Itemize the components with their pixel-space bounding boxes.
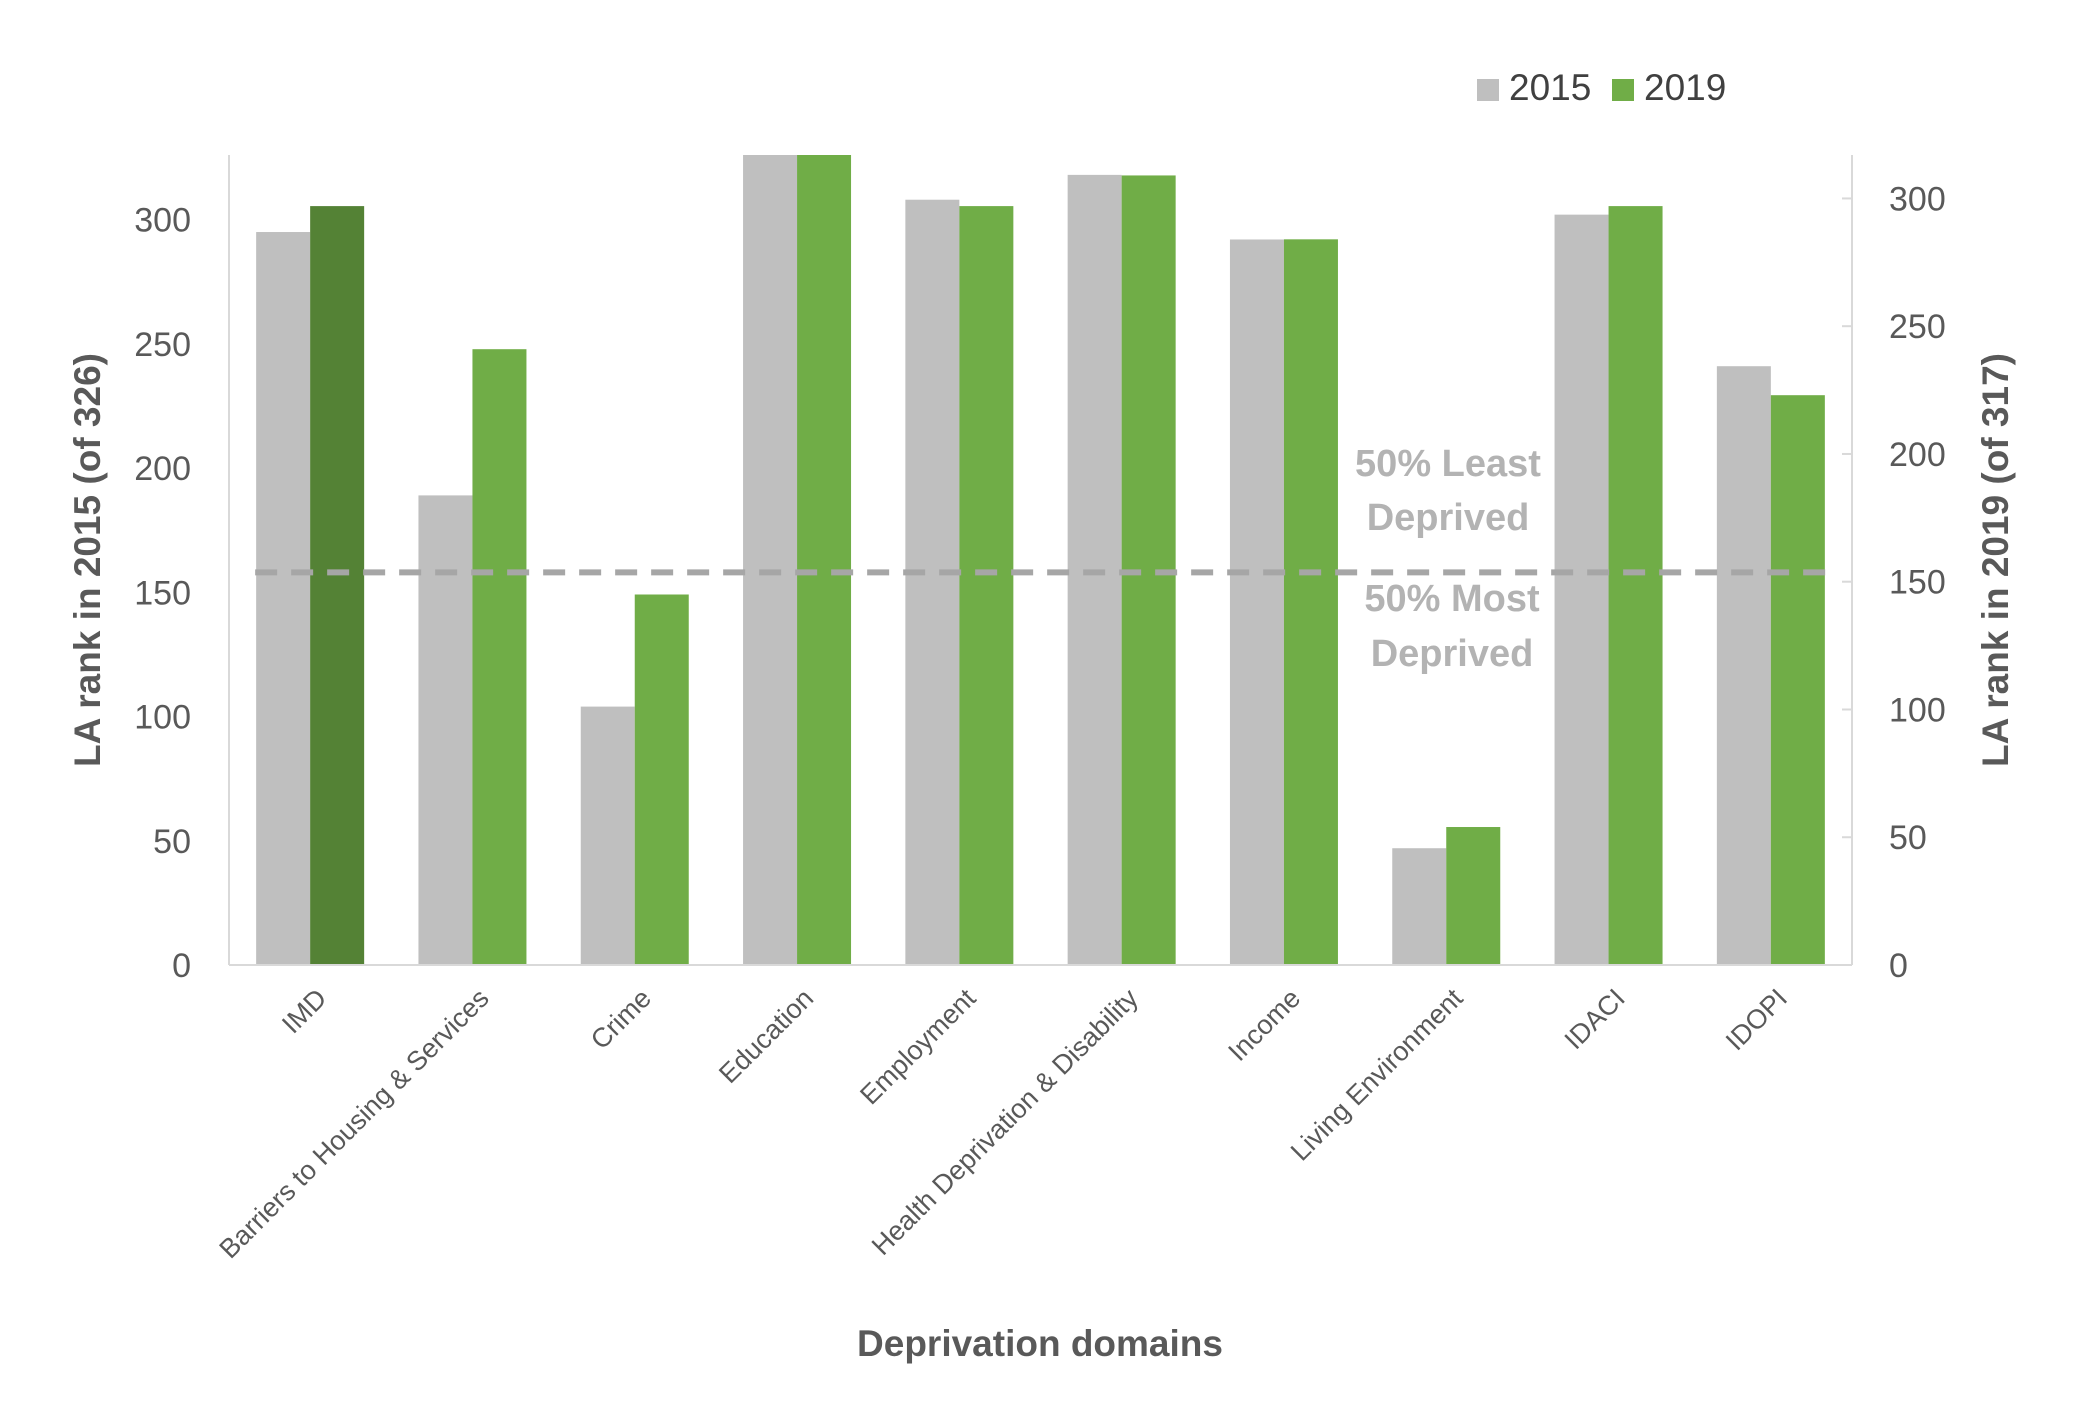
bar-2019-8 <box>1608 206 1663 965</box>
left-tick-label-4: 200 <box>134 450 191 488</box>
left-tick-label-3: 150 <box>134 574 191 612</box>
category-label-8: IDACI <box>1559 983 1631 1055</box>
bar-2019-2 <box>634 594 689 965</box>
right-tick-label-1: 50 <box>1889 819 1927 857</box>
annotation-most-deprived-line2: Deprived <box>1371 633 1534 675</box>
bar-2015-4 <box>905 199 960 965</box>
bar-2019-9 <box>1770 395 1825 965</box>
category-label-9: IDOPI <box>1720 983 1793 1056</box>
category-label-0: IMD <box>276 983 332 1039</box>
bar-2019-6 <box>1283 239 1338 965</box>
category-label-6: Income <box>1222 983 1306 1067</box>
left-axis-title: LA rank in 2015 (of 326) <box>67 353 108 767</box>
annotation-most-deprived-line1: 50% Most <box>1364 578 1540 620</box>
right-axis-title: LA rank in 2019 (of 317) <box>1975 353 2016 767</box>
right-tick-label-2: 100 <box>1889 691 1946 729</box>
bar-2015-0 <box>256 232 311 965</box>
legend-label-2019: 2019 <box>1644 67 1726 108</box>
right-tick-label-0: 0 <box>1889 947 1908 985</box>
bar-2015-6 <box>1229 239 1284 966</box>
legend-label-2015: 2015 <box>1509 67 1591 108</box>
category-label-5: Health Deprivation & Disability <box>866 983 1144 1261</box>
series-2015 <box>256 155 1771 966</box>
x-axis-title: Deprivation domains <box>857 1323 1223 1364</box>
category-label-1: Barriers to Housing & Services <box>214 983 495 1264</box>
bar-2015-3 <box>743 155 798 965</box>
legend-swatch-2019 <box>1612 79 1634 101</box>
series-2019 <box>310 155 1825 966</box>
annotation-least-deprived-line1: 50% Least <box>1355 443 1541 485</box>
left-tick-label-2: 100 <box>134 699 191 737</box>
right-tick-label-4: 200 <box>1889 436 1946 474</box>
category-label-2: Crime <box>585 983 657 1055</box>
bar-2019-3 <box>797 155 852 965</box>
right-tick-label-3: 150 <box>1889 564 1946 602</box>
bar-2015-8 <box>1554 214 1609 965</box>
left-tick-label-0: 0 <box>172 947 191 985</box>
right-tick-label-6: 300 <box>1889 180 1946 218</box>
left-tick-label-5: 250 <box>134 326 191 364</box>
bar-2015-2 <box>580 706 635 965</box>
bar-2019-7 <box>1446 827 1501 965</box>
left-tick-label-1: 50 <box>153 823 191 861</box>
category-label-3: Education <box>713 983 819 1089</box>
bar-2015-9 <box>1716 366 1771 966</box>
annotation-least-deprived-line2: Deprived <box>1367 497 1530 539</box>
bar-2019-0 <box>310 206 365 965</box>
category-label-7: Living Environment <box>1285 983 1469 1167</box>
legend-swatch-2015 <box>1477 79 1499 101</box>
category-label-4: Employment <box>854 983 982 1111</box>
bar-2015-1 <box>418 495 473 965</box>
bar-2015-7 <box>1392 848 1447 965</box>
left-axis-ticks: 0 50 100 150 200 250 300 <box>134 202 191 985</box>
legend: 2015 2019 <box>1477 67 1726 108</box>
right-tick-label-5: 250 <box>1889 308 1946 346</box>
bar-2019-1 <box>472 349 527 966</box>
right-axis-ticks: 0 50 100 150 200 250 300 <box>1842 180 1946 985</box>
left-tick-label-6: 300 <box>134 202 191 240</box>
bar-2019-4 <box>959 206 1014 965</box>
